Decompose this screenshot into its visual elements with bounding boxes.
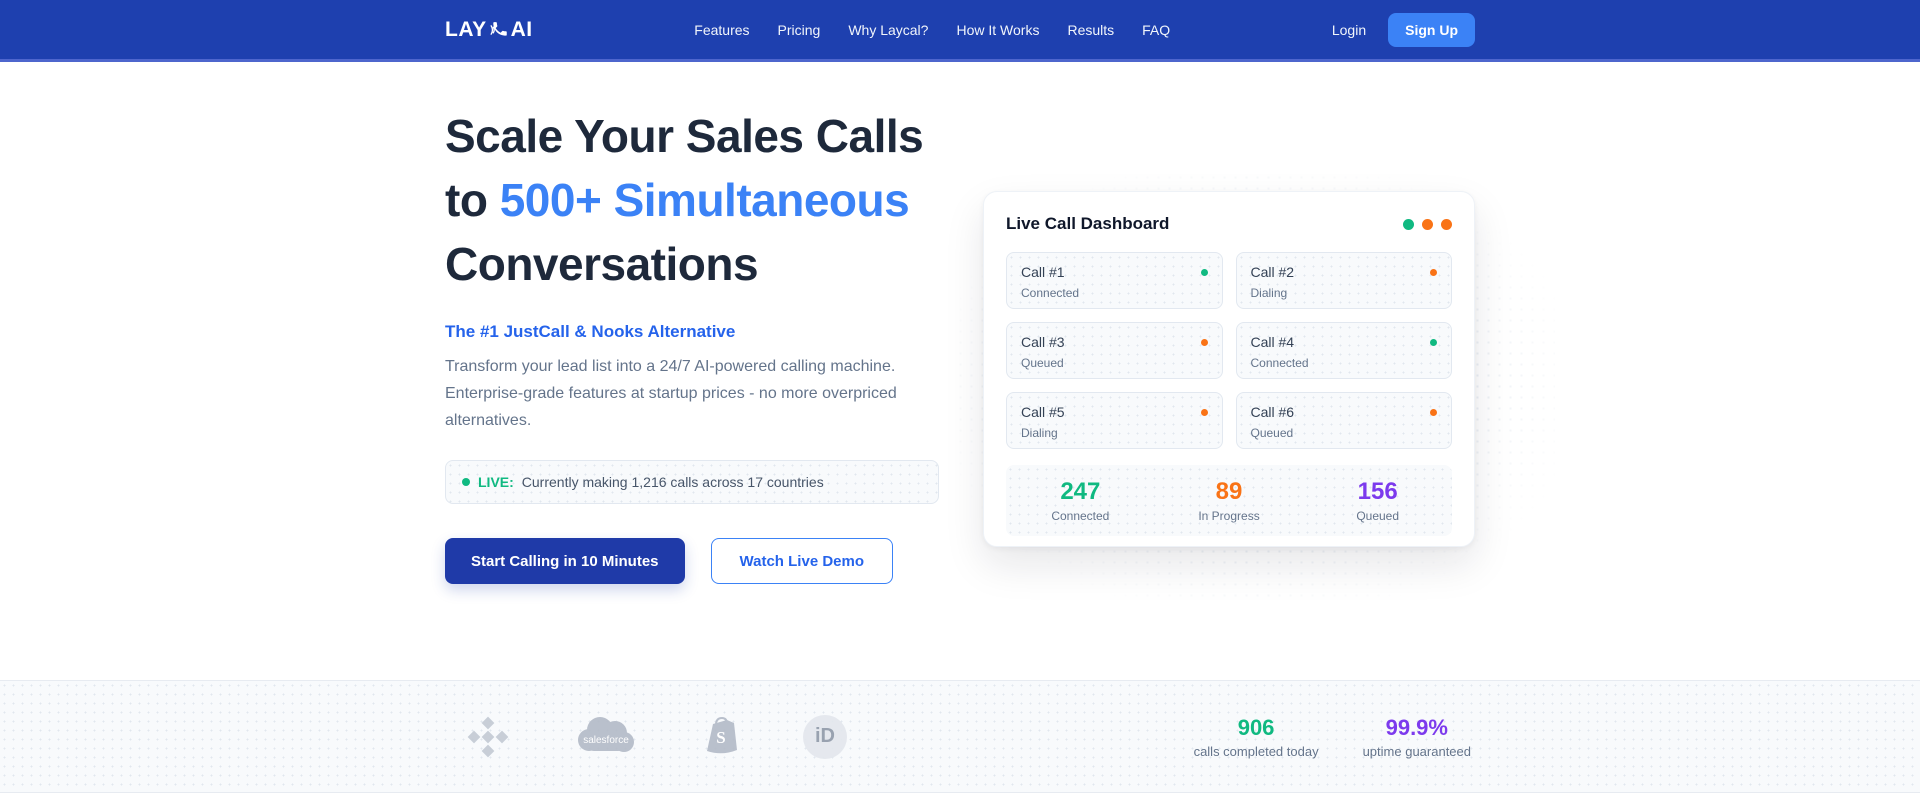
uptime-stat: 99.9% uptime guaranteed (1362, 714, 1471, 759)
phone-icon (489, 20, 509, 40)
call-tile-3: Call #3 Queued (1006, 322, 1223, 379)
window-dot-icon (1441, 218, 1452, 230)
live-label: LIVE: (478, 474, 514, 490)
signup-button[interactable]: Sign Up (1388, 12, 1475, 47)
hero-section: Scale Your Sales Calls to 500+ Simultane… (0, 62, 1920, 680)
salesforce-logo-icon: salesforce (573, 713, 639, 761)
nav-link-faq[interactable]: FAQ (1142, 21, 1171, 38)
call-tile-2: Call #2 Dialing (1235, 252, 1452, 309)
live-text: Currently making 1,216 calls across 17 c… (521, 474, 824, 490)
status-dot-icon (1200, 338, 1208, 346)
call-tile-6: Call #6 Queued (1235, 392, 1452, 449)
hero-title-highlight: 500+ Simultaneous (499, 174, 910, 226)
live-banner: LIVE: Currently making 1,216 calls acros… (445, 460, 939, 504)
dashboard-title: Live Call Dashboard (1006, 214, 1170, 233)
nav-links: Features Pricing Why Laycal? How It Work… (694, 22, 1170, 38)
window-dot-icon (1403, 218, 1414, 230)
start-calling-button[interactable]: Start Calling in 10 Minutes (445, 538, 685, 584)
logo-text-right: AI (510, 17, 533, 41)
status-dot-icon (1430, 268, 1437, 276)
call-tile-4: Call #4 Connected (1235, 322, 1452, 379)
live-dot-icon (462, 478, 470, 486)
hero-description: Transform your lead list into a 24/7 AI-… (445, 358, 897, 429)
watch-demo-button[interactable]: Watch Live Demo (710, 538, 893, 584)
logo[interactable]: LAY AI (445, 18, 533, 42)
logo-strip: salesforce S iD 906 calls completed toda… (0, 680, 1920, 793)
id-logo-icon: iD (803, 714, 847, 759)
call-tile-5: Call #5 Dialing (1006, 392, 1223, 449)
svg-text:S: S (716, 728, 725, 747)
live-call-dashboard-card: Live Call Dashboard Call #1 Connected Ca… (983, 191, 1475, 547)
status-dot-icon (1200, 268, 1208, 276)
hero-subtitle: The #1 JustCall & Nooks Alternative (445, 322, 736, 341)
stat-connected: 247 Connected (1051, 478, 1110, 523)
nav-link-pricing[interactable]: Pricing (777, 21, 821, 38)
nav-link-how-it-works[interactable]: How It Works (956, 21, 1040, 38)
call-grid: Call #1 Connected Call #2 Dialing Call #… (1006, 252, 1452, 449)
shopify-logo-icon: S (701, 714, 741, 760)
stat-queued: 156 Queued (1356, 478, 1400, 523)
window-dot-icon (1422, 218, 1433, 230)
navbar: LAY AI Features Pricing Why Laycal? How … (0, 0, 1920, 62)
calls-completed-stat: 906 calls completed today (1193, 714, 1319, 759)
hero-title: Scale Your Sales Calls to 500+ Simultane… (445, 110, 924, 290)
nav-link-why-laycal[interactable]: Why Laycal? (848, 21, 929, 38)
status-dot-icon (1430, 408, 1437, 416)
login-link[interactable]: Login (1331, 21, 1367, 38)
call-tile-1: Call #1 Connected (1006, 252, 1223, 309)
status-dot-icon (1430, 338, 1437, 346)
nav-link-features[interactable]: Features (694, 21, 750, 38)
window-dots (1403, 218, 1452, 230)
binance-logo-icon (465, 714, 511, 760)
svg-text:salesforce: salesforce (583, 735, 629, 746)
logo-text-left: LAY (445, 17, 487, 41)
nav-link-results[interactable]: Results (1067, 21, 1115, 38)
status-dot-icon (1200, 408, 1208, 416)
dashboard-stats-bar: 247 Connected 89 In Progress 156 Queued (1006, 465, 1452, 536)
stat-in-progress: 89 In Progress (1198, 478, 1260, 523)
